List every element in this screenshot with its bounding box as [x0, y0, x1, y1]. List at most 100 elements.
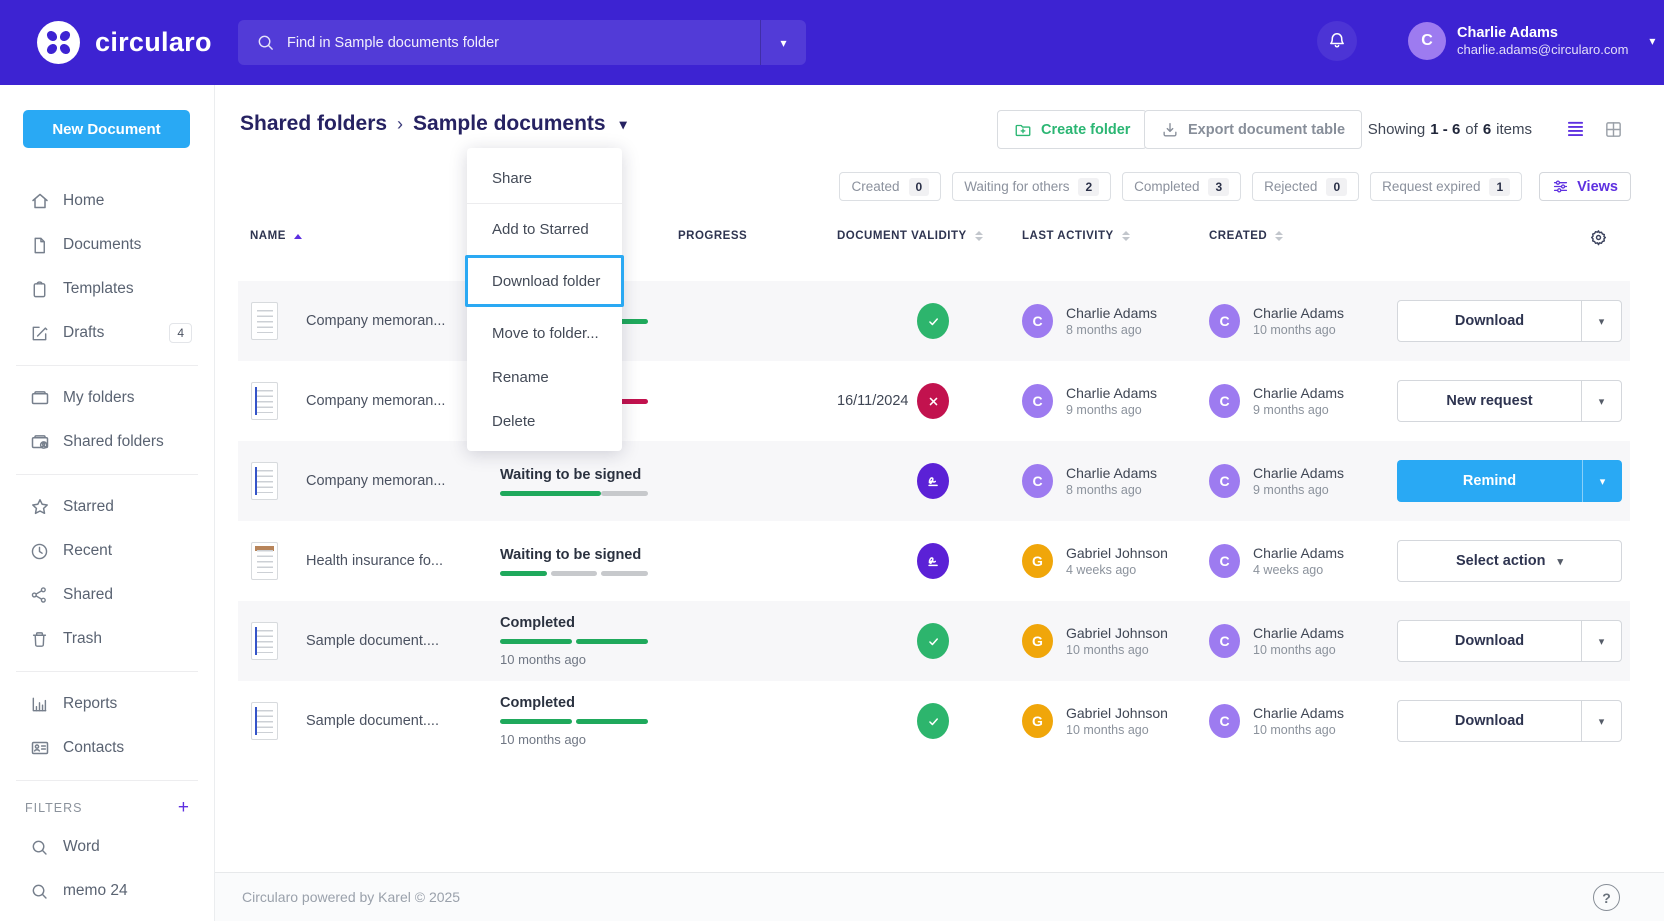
filter-chip-request-expired[interactable]: Request expired 1	[1370, 172, 1523, 201]
sidebar-item-my-folders[interactable]: My folders	[0, 376, 214, 420]
filter-chip-rejected[interactable]: Rejected 0	[1252, 172, 1360, 201]
row-action: Remind ▾	[1397, 460, 1622, 502]
brand-logo[interactable]: circularo	[36, 20, 212, 65]
column-header-name[interactable]: NAME	[250, 230, 302, 242]
filter-chip-waiting-for-others[interactable]: Waiting for others 2	[952, 172, 1112, 201]
document-name[interactable]: Sample document....	[306, 713, 439, 729]
breadcrumb-current[interactable]: Sample documents	[413, 112, 606, 135]
table-settings-gear-icon[interactable]	[1589, 228, 1608, 247]
chip-label: Completed	[1134, 179, 1200, 194]
sidebar-item-shared-folders[interactable]: Shared folders	[0, 420, 214, 464]
sidebar-item-shared[interactable]: Shared	[0, 573, 214, 617]
export-table-button[interactable]: Export document table	[1144, 110, 1363, 149]
avatar: C	[1209, 704, 1240, 738]
sidebar-filter-memo-24[interactable]: memo 24	[0, 869, 214, 913]
column-header-created[interactable]: CREATED	[1209, 230, 1284, 242]
document-name[interactable]: Company memoran...	[306, 393, 446, 409]
chip-count: 0	[1326, 177, 1348, 196]
new-document-button[interactable]: New Document	[23, 110, 190, 148]
breadcrumb-parent[interactable]: Shared folders	[240, 112, 388, 135]
row-action-caret[interactable]: ▾	[1581, 301, 1621, 341]
table-row[interactable]: Sample document.... Completed 10 months ag…	[238, 601, 1630, 681]
sidebar-divider	[16, 780, 198, 781]
menu-item-rename[interactable]: Rename	[492, 368, 549, 386]
home-icon	[30, 191, 50, 211]
table-row[interactable]: Company memoran... 16/11/2024 C Charlie Ada…	[238, 361, 1630, 441]
brand-logo-icon	[36, 20, 81, 65]
row-action: Download ▾	[1397, 300, 1622, 342]
menu-item-download-folder[interactable]: Download folder	[465, 255, 624, 307]
document-name[interactable]: Company memoran...	[306, 313, 446, 329]
person-time: 10 months ago	[1066, 722, 1149, 737]
sidebar-item-label: Shared folders	[63, 433, 164, 450]
menu-item-share[interactable]: Share	[492, 169, 533, 187]
person-name: Charlie Adams	[1253, 704, 1345, 721]
count-badge: 4	[169, 323, 192, 343]
sidebar-item-trash[interactable]: Trash	[0, 617, 214, 661]
sidebar-item-label: Shared	[63, 586, 113, 603]
search-scope-caret[interactable]: ▾	[760, 20, 806, 65]
help-button[interactable]: ?	[1593, 884, 1620, 911]
notifications-button[interactable]	[1317, 21, 1357, 61]
document-name[interactable]: Sample document....	[306, 633, 439, 649]
person-name: Charlie Adams	[1253, 624, 1345, 641]
table-row[interactable]: Company memoran... Waiting to be signed C C…	[238, 441, 1630, 521]
sidebar-filter-word[interactable]: Word	[0, 825, 214, 869]
status-title: Completed	[500, 695, 575, 711]
select-action-button[interactable]: Select action ▾	[1398, 541, 1621, 581]
table-header: NAME PROGRESS DOCUMENT VALIDITY LAST ACT…	[238, 222, 1630, 258]
add-filter-button[interactable]: +	[177, 797, 190, 818]
row-action-caret[interactable]: ▾	[1581, 381, 1621, 421]
column-header-document-validity[interactable]: DOCUMENT VALIDITY	[837, 230, 983, 242]
sidebar-item-templates[interactable]: Templates	[0, 267, 214, 311]
sidebar-item-drafts[interactable]: Drafts 4	[0, 311, 214, 355]
sidebar-item-label: My folders	[63, 389, 135, 406]
person-name: Gabriel Johnson	[1066, 544, 1168, 561]
new-request-button[interactable]: New request	[1398, 381, 1581, 421]
create-folder-button[interactable]: Create folder	[997, 110, 1148, 149]
column-header-progress[interactable]: PROGRESS	[678, 230, 748, 242]
user-menu-caret-icon: ▾	[1649, 34, 1656, 48]
sidebar-item-label: Starred	[63, 498, 114, 515]
sidebar-item-reports[interactable]: Reports	[0, 682, 214, 726]
column-header-last-activity[interactable]: LAST ACTIVITY	[1022, 230, 1130, 242]
row-action-caret[interactable]: ▾	[1581, 701, 1621, 741]
views-button[interactable]: Views	[1539, 172, 1631, 201]
status-cell: Waiting to be signed	[500, 441, 648, 521]
sidebar-item-home[interactable]: Home	[0, 179, 214, 223]
document-name[interactable]: Company memoran...	[306, 473, 446, 489]
grid-view-icon[interactable]	[1604, 120, 1623, 139]
download-button[interactable]: Download	[1398, 701, 1581, 741]
avatar: C	[1209, 624, 1240, 658]
sidebar-item-recent[interactable]: Recent	[0, 529, 214, 573]
menu-item-move-to-folder[interactable]: Move to folder...	[492, 324, 599, 342]
menu-item-add-to-starred[interactable]: Add to Starred	[492, 220, 589, 238]
document-name[interactable]: Health insurance fo...	[306, 553, 444, 569]
table-row[interactable]: Sample document.... Completed 10 months ag…	[238, 681, 1630, 761]
created-cell: C Charlie Adams 10 months ago	[1209, 681, 1344, 761]
row-action-caret[interactable]: ▾	[1582, 460, 1622, 502]
chip-label: Request expired	[1382, 179, 1481, 194]
footer-copyright: Circularo powered by Karel © 2025	[242, 889, 461, 905]
search-input[interactable]	[287, 34, 760, 51]
menu-item-delete[interactable]: Delete	[492, 412, 536, 430]
table-row[interactable]: Health insurance fo... Waiting to be sign…	[238, 521, 1630, 601]
row-action-caret[interactable]: ▾	[1581, 621, 1621, 661]
user-menu[interactable]: C Charlie Adams charlie.adams@circularo.…	[1408, 22, 1655, 60]
sidebar-item-documents[interactable]: Documents	[0, 223, 214, 267]
folder-menu-caret-icon[interactable]: ▾	[619, 115, 627, 132]
sidebar-item-contacts[interactable]: Contacts	[0, 726, 214, 770]
download-button[interactable]: Download	[1398, 621, 1581, 661]
list-view-icon[interactable]	[1566, 120, 1585, 137]
table-row[interactable]: Company memoran... C Charlie Adams 8 months…	[238, 281, 1630, 361]
person-name: Gabriel Johnson	[1066, 704, 1168, 721]
progress-sign-icon	[917, 463, 949, 499]
row-action: Download ▾	[1397, 620, 1622, 662]
download-button[interactable]: Download	[1398, 301, 1581, 341]
search-bar[interactable]: ▾	[238, 20, 806, 65]
filter-chip-created[interactable]: Created 0	[839, 172, 942, 201]
remind-button[interactable]: Remind	[1397, 460, 1582, 502]
sidebar-item-starred[interactable]: Starred	[0, 485, 214, 529]
filter-chip-completed[interactable]: Completed 3	[1122, 172, 1242, 201]
sort-icon	[1275, 231, 1284, 241]
